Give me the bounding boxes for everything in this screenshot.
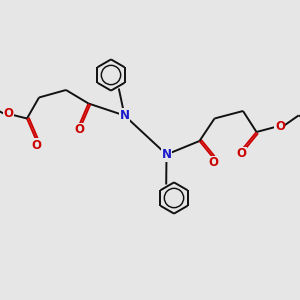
Text: O: O: [3, 107, 13, 120]
Text: N: N: [119, 109, 130, 122]
Text: O: O: [32, 139, 42, 152]
Text: O: O: [275, 119, 285, 133]
Text: O: O: [236, 147, 247, 161]
Text: O: O: [208, 156, 219, 170]
Text: O: O: [74, 123, 85, 136]
Text: N: N: [161, 148, 172, 161]
